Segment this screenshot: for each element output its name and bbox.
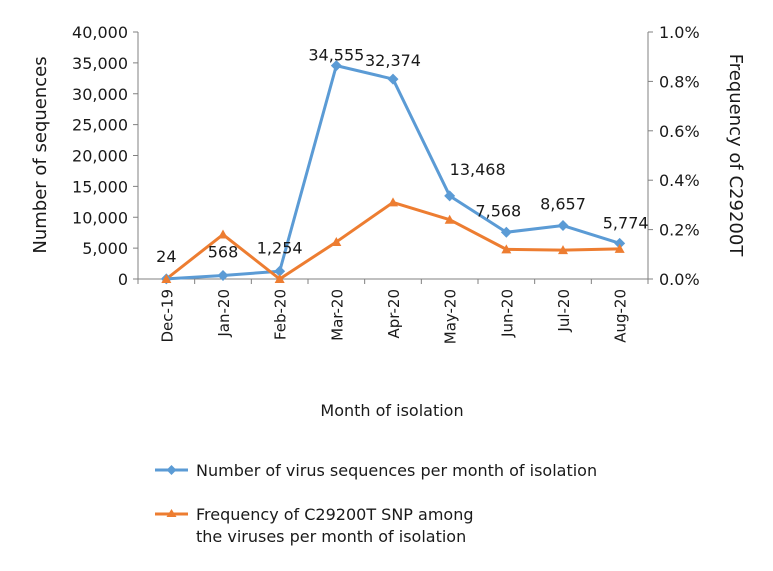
x-tick-label: Jun-20: [498, 289, 516, 338]
sequences-data-label: 34,555: [308, 46, 364, 65]
legend-item-frequency: Frequency of C29200T SNP among the virus…: [155, 505, 474, 546]
legend-marker-diamond-icon: [166, 465, 177, 475]
sequences-data-label: 32,374: [365, 51, 421, 70]
frequency-point-marker: [331, 236, 342, 246]
frequency-series-line: [165, 200, 620, 281]
frequency-point-marker: [614, 243, 625, 253]
frequency-point-marker: [388, 197, 398, 207]
y-right-tick-label: 0.4%: [659, 171, 700, 190]
frequency-point-marker: [161, 274, 172, 283]
sequences-point-marker: [614, 237, 626, 249]
y-right-tick-label: 1.0%: [659, 23, 700, 42]
x-tick-label: Jul-20: [555, 289, 573, 333]
x-tick-label: Aug-20: [612, 289, 630, 343]
y-left-tick-label: 35,000: [72, 54, 128, 73]
series-markers: [160, 60, 626, 285]
y-left-ticks: 0 5,000 10,000 15,000 20,000 25,000 30,000 35,0…: [72, 23, 138, 289]
x-tick-label: May-20: [442, 289, 460, 344]
legend-label-sequences: Number of virus sequences per month of i…: [196, 461, 597, 480]
y-left-tick-label: 5,000: [82, 239, 128, 258]
sequences-data-label: 568: [208, 242, 239, 261]
frequency-point-marker: [501, 244, 512, 254]
sequences-data-label: 24: [156, 247, 176, 266]
y-right-ticks: 0.0% 0.2% 0.4% 0.6% 0.8% 1.0%: [648, 23, 700, 289]
sequences-data-label: 1,254: [257, 238, 303, 257]
y-left-tick-label: 0: [118, 270, 128, 289]
legend-label-frequency-line2: the viruses per month of isolation: [196, 527, 466, 546]
sequences-point-marker: [500, 226, 512, 238]
frequency-point-marker: [444, 214, 455, 224]
x-tick-label: Apr-20: [385, 289, 403, 339]
x-tick-label: Dec-19: [158, 289, 176, 343]
y-left-tick-label: 40,000: [72, 23, 128, 42]
data-labels: 24 568 1,254 34,555 32,374 13,468 7,568 8,657 5,…: [156, 46, 648, 266]
sequences-data-label: 7,568: [475, 201, 521, 220]
y-left-tick-label: 15,000: [72, 177, 128, 196]
sequences-point-marker: [330, 60, 342, 72]
x-ticks: Dec-19 Jan-20 Feb-20 Mar-20 Apr-20 May-20 Jun-…: [137, 279, 649, 344]
legend-marker-triangle-icon: [166, 509, 177, 517]
x-tick-label: Mar-20: [328, 289, 346, 341]
y-left-tick-label: 20,000: [72, 147, 128, 166]
frequency-point-marker: [218, 229, 228, 239]
y-left-axis-title: Number of sequences: [30, 56, 51, 253]
sequences-point-marker: [217, 269, 229, 281]
frequency-point-marker: [558, 245, 568, 255]
legend: Number of virus sequences per month of i…: [155, 461, 597, 546]
frequency-point-marker: [274, 274, 285, 283]
y-right-tick-label: 0.0%: [659, 270, 700, 289]
sequences-point-marker: [557, 220, 569, 232]
x-tick-label: Jan-20: [215, 289, 233, 338]
sequences-point-marker: [387, 73, 399, 85]
sequences-point-marker: [274, 265, 286, 277]
y-right-tick-label: 0.6%: [659, 122, 700, 141]
sequences-data-label: 8,657: [540, 195, 586, 214]
y-right-tick-label: 0.8%: [659, 72, 700, 91]
legend-label-frequency-line1: Frequency of C29200T SNP among: [196, 505, 474, 524]
sequences-data-label: 13,468: [450, 160, 506, 179]
x-axis-title: Month of isolation: [320, 401, 463, 420]
y-left-tick-label: 10,000: [72, 208, 128, 227]
y-left-tick-label: 30,000: [72, 85, 128, 104]
y-left-tick-label: 25,000: [72, 116, 128, 135]
legend-item-sequences: Number of virus sequences per month of i…: [155, 461, 597, 480]
y-right-axis-title: Frequency of C29200T: [725, 54, 746, 258]
sequences-data-label: 5,774: [603, 213, 649, 232]
x-tick-label: Feb-20: [272, 289, 290, 340]
y-right-tick-label: 0.2%: [659, 221, 700, 240]
sequences-point-marker: [444, 190, 456, 202]
